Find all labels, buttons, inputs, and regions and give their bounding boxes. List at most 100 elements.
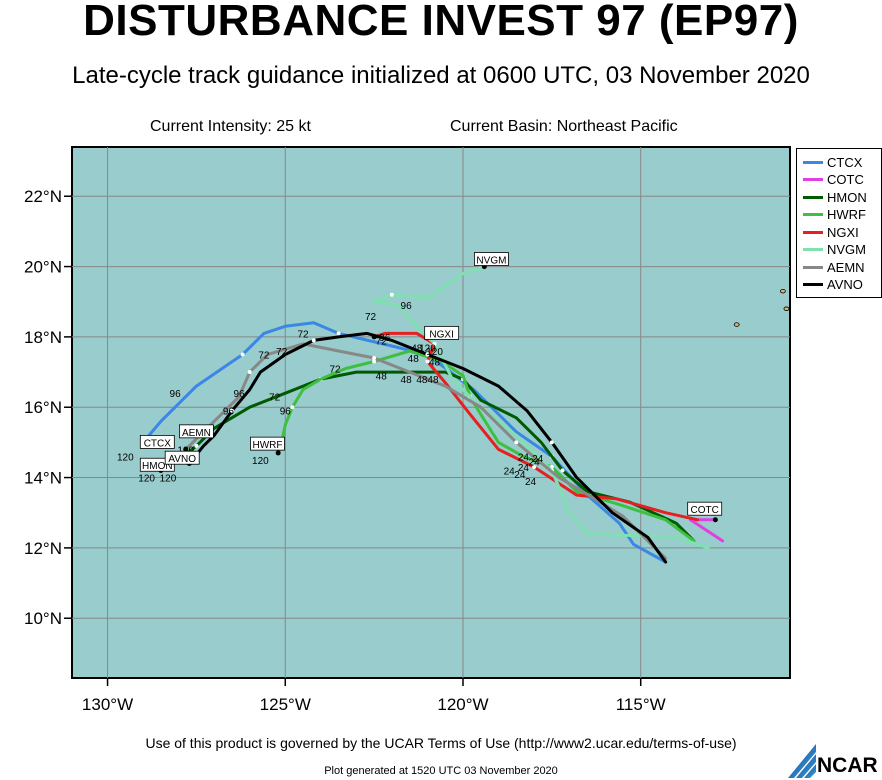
island-mark — [733, 322, 740, 327]
track-point — [311, 338, 316, 343]
track-end-point — [275, 450, 281, 456]
ncar-logo-icon — [788, 744, 816, 778]
forecast-hour-label: 72 — [276, 347, 288, 358]
legend-label: HWRF — [827, 207, 866, 222]
legend-swatch — [803, 195, 823, 199]
track-point — [372, 359, 377, 364]
track-point — [372, 355, 377, 360]
end-hour-label: 120 — [117, 452, 134, 463]
x-tick-label: 120°W — [437, 695, 488, 714]
islands — [733, 288, 790, 327]
track-point — [389, 292, 394, 297]
forecast-hour-label: 48 — [401, 375, 413, 386]
y-tick-label: 10°N — [24, 609, 62, 628]
forecast-hour-label: 24 — [518, 463, 530, 474]
legend-swatch — [803, 248, 823, 251]
legend-label: NVGM — [827, 242, 866, 257]
forecast-hour-label: 72 — [258, 350, 270, 361]
track-point — [532, 465, 537, 470]
track-point — [425, 352, 430, 357]
forecast-hour-label: 96 — [280, 407, 292, 418]
current-intensity: Current Intensity: 25 kt — [150, 118, 311, 135]
y-tick-label: 18°N — [24, 328, 62, 347]
plot-generated-time: Plot generated at 1520 UTC 03 November 2… — [324, 765, 558, 777]
track-line-hmon — [159, 370, 696, 543]
model-name-labels: CTCX 120 COTC HMON 120 HWRF 120 NGXI 120 NVGM AEMN… — [117, 252, 723, 516]
page-title: DISTURBANCE INVEST 97 (EP97) — [83, 0, 799, 45]
forecast-hour-label: 96 — [170, 389, 182, 400]
y-tick-label: 14°N — [24, 469, 62, 488]
track-point — [432, 341, 437, 346]
forecast-hour-label: 72 — [329, 365, 341, 376]
track-point — [425, 359, 430, 364]
track-point — [549, 440, 554, 445]
track-label-box — [139, 434, 175, 449]
track-label-box — [179, 424, 214, 439]
y-tick-label: 16°N — [24, 398, 62, 417]
forecast-hour-label: 48 — [408, 354, 420, 365]
island-mark — [779, 288, 786, 294]
legend-item-hwrf: HWRF — [803, 207, 866, 223]
track-point — [229, 408, 234, 413]
legend-item-cotc: COTC — [803, 172, 864, 188]
track-line-ctcx — [141, 321, 668, 564]
forecast-hour-label: 24 — [529, 458, 541, 469]
track-point — [514, 440, 519, 445]
forecast-hour-label: 96 — [401, 301, 413, 312]
track-point — [560, 468, 565, 473]
legend-item-ctcx: CTCX — [803, 154, 862, 170]
x-tick-label: 115°W — [616, 695, 666, 714]
track-label-cotc: COTC — [691, 505, 719, 516]
forecast-hour-label: 72 — [269, 393, 281, 404]
end-hour-label: 120 — [160, 474, 177, 485]
legend-swatch — [803, 265, 823, 269]
end-hour-label: 120 — [426, 347, 443, 358]
x-tick-label: 125°W — [260, 695, 311, 714]
forecast-hour-label: 4848 — [416, 375, 439, 386]
forecast-hour-label: 24 — [532, 454, 544, 465]
model-tracks — [140, 264, 724, 564]
track-label-box — [424, 325, 460, 340]
legend-swatch — [803, 178, 823, 181]
forecast-hour-label: 24 — [525, 477, 537, 488]
forecast-hour-label: 72 — [376, 336, 388, 347]
legend-item-hmon: HMON — [803, 189, 867, 205]
legend-swatch — [803, 230, 823, 234]
track-point — [194, 443, 199, 448]
terms-of-use: Use of this product is governed by the U… — [145, 735, 737, 751]
track-label-box — [687, 501, 723, 516]
track-label-box — [250, 436, 285, 451]
legend-item-avno: AVNO — [803, 277, 863, 293]
legend-label: COTC — [827, 172, 864, 187]
track-label-box — [164, 450, 200, 465]
track-label-avno: AVNO — [168, 454, 196, 465]
legend-swatch — [803, 213, 823, 216]
forecast-hour-label: 48 — [411, 343, 423, 354]
y-tick-label: 22°N — [24, 187, 62, 206]
y-tick-label: 12°N — [24, 539, 62, 558]
track-label-box — [474, 252, 509, 266]
ocean-area — [71, 146, 791, 679]
y-tick-label: 20°N — [24, 258, 62, 277]
forecast-hour-label: 96 — [223, 407, 235, 418]
legend-label: NGXI — [827, 224, 859, 240]
legend-label: AVNO — [827, 277, 863, 292]
track-end-point — [183, 446, 189, 452]
x-tick-label: 130°W — [82, 695, 133, 714]
forecast-hour-label: 24 — [514, 470, 526, 481]
end-hour-label: 120 — [138, 474, 155, 485]
track-label-ngxi: NGXI — [429, 329, 453, 340]
forecast-hour-label: 72 — [365, 312, 377, 323]
track-label-hmon: HMON — [142, 461, 173, 472]
island-mark — [783, 306, 790, 311]
legend-swatch — [803, 160, 823, 164]
forecast-hour-label: 24 — [504, 467, 516, 478]
legend-item-ngxi: NGXI — [803, 224, 859, 240]
track-line-ngxi — [372, 331, 700, 522]
track-point — [290, 405, 295, 410]
legend-label: CTCX — [827, 154, 863, 170]
current-basin: Current Basin: Northeast Pacific — [450, 118, 678, 135]
track-point — [336, 331, 341, 336]
